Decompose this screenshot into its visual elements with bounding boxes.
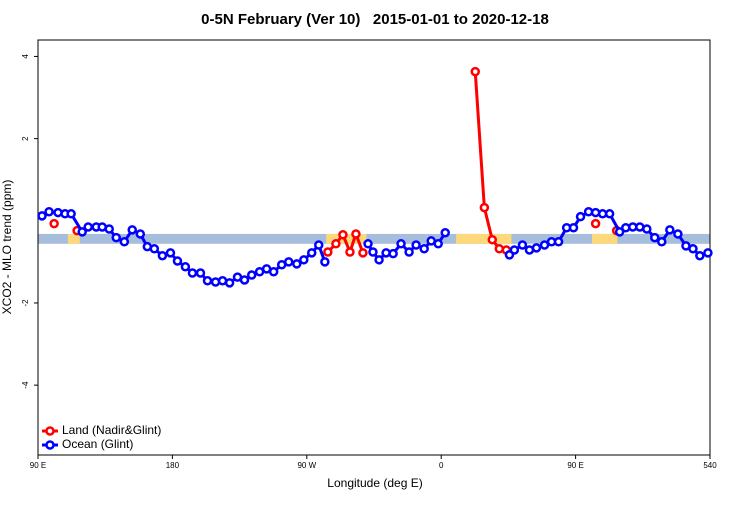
data-point	[135, 229, 146, 239]
data-point	[202, 276, 213, 286]
data-point	[37, 211, 47, 221]
ocean-band	[38, 233, 710, 244]
data-point	[157, 250, 168, 261]
data-point	[688, 243, 698, 254]
data-point	[695, 250, 705, 261]
y-tick-label: 2	[21, 136, 30, 141]
plot-frame	[37, 39, 711, 456]
series-line	[41, 210, 327, 285]
land-span	[456, 233, 512, 244]
data-point	[396, 239, 406, 249]
legend: Land (Nadir&Glint)Ocean (Glint)	[42, 423, 161, 451]
data-point	[419, 243, 429, 254]
data-point	[614, 227, 625, 237]
data-point	[268, 266, 279, 277]
x-tick-label: 0	[439, 461, 444, 470]
data-point	[44, 207, 54, 217]
data-point	[358, 248, 368, 258]
x-tick-label: 180	[166, 461, 180, 470]
data-point	[149, 243, 160, 254]
data-point	[299, 255, 309, 265]
data-point	[575, 211, 586, 222]
data-point	[411, 240, 421, 250]
data-point	[363, 239, 373, 249]
data-point	[323, 247, 333, 257]
data-point	[224, 278, 235, 288]
y-axis-label: XCO2 - MLO trend (ppm)	[0, 180, 14, 315]
data-point	[283, 257, 294, 267]
data-point	[404, 247, 414, 257]
data-point	[487, 234, 498, 245]
data-point	[49, 218, 59, 229]
data-point	[433, 239, 443, 249]
data-point	[517, 240, 528, 250]
data-point	[374, 255, 384, 265]
data-point	[306, 248, 317, 258]
legend-marker	[45, 426, 55, 436]
legend-label: Ocean (Glint)	[62, 437, 133, 451]
data-point	[111, 232, 122, 243]
data-point	[246, 270, 257, 280]
series-line	[473, 71, 507, 252]
data-point	[331, 239, 341, 249]
data-point	[127, 225, 137, 235]
data-point	[292, 259, 302, 269]
data-point	[172, 256, 183, 266]
data-point	[66, 209, 76, 219]
land-span	[592, 233, 618, 244]
data-point	[649, 232, 660, 243]
x-tick-label: 90 E	[30, 461, 46, 470]
data-point	[657, 236, 667, 247]
data-point	[673, 229, 683, 239]
legend-marker	[45, 440, 55, 450]
data-point	[590, 218, 601, 229]
y-tick-label: 4	[21, 54, 30, 59]
data-point	[539, 240, 550, 250]
data-point	[642, 224, 652, 234]
x-axis-label: Longitude (deg E)	[327, 476, 422, 490]
x-tick-label: 90 W	[297, 461, 316, 470]
y-tick-label: -4	[21, 381, 30, 389]
data-point	[320, 257, 330, 267]
data-point	[368, 247, 378, 257]
data-point	[104, 224, 114, 234]
data-point	[531, 243, 542, 253]
land-span	[67, 233, 80, 244]
data-point	[703, 248, 713, 258]
data-point	[83, 222, 93, 232]
x-tick-label: 540	[703, 461, 717, 470]
data-point	[388, 248, 398, 259]
data-point	[77, 227, 87, 237]
data-point	[195, 268, 206, 278]
data-point	[440, 227, 450, 238]
land-span	[326, 233, 367, 244]
data-point	[665, 225, 675, 235]
data-point	[165, 248, 176, 258]
data-point	[568, 223, 579, 233]
legend-label: Land (Nadir&Glint)	[62, 423, 161, 437]
data-point	[351, 229, 361, 239]
data-point	[338, 230, 348, 240]
data-point	[187, 268, 198, 278]
data-point	[509, 245, 520, 255]
data-point	[239, 275, 250, 285]
data-point	[470, 66, 480, 77]
data-point	[313, 240, 324, 250]
data-point	[553, 236, 564, 247]
data-point	[119, 236, 130, 247]
chart-title: 0-5N February (Ver 10) 2015-01-01 to 202…	[201, 11, 549, 28]
data-point	[479, 202, 490, 213]
x-tick-label: 90 E	[567, 461, 583, 470]
data-point	[604, 209, 615, 219]
data-point	[180, 262, 191, 272]
data-point	[345, 247, 355, 257]
y-tick-label: -2	[21, 299, 30, 307]
